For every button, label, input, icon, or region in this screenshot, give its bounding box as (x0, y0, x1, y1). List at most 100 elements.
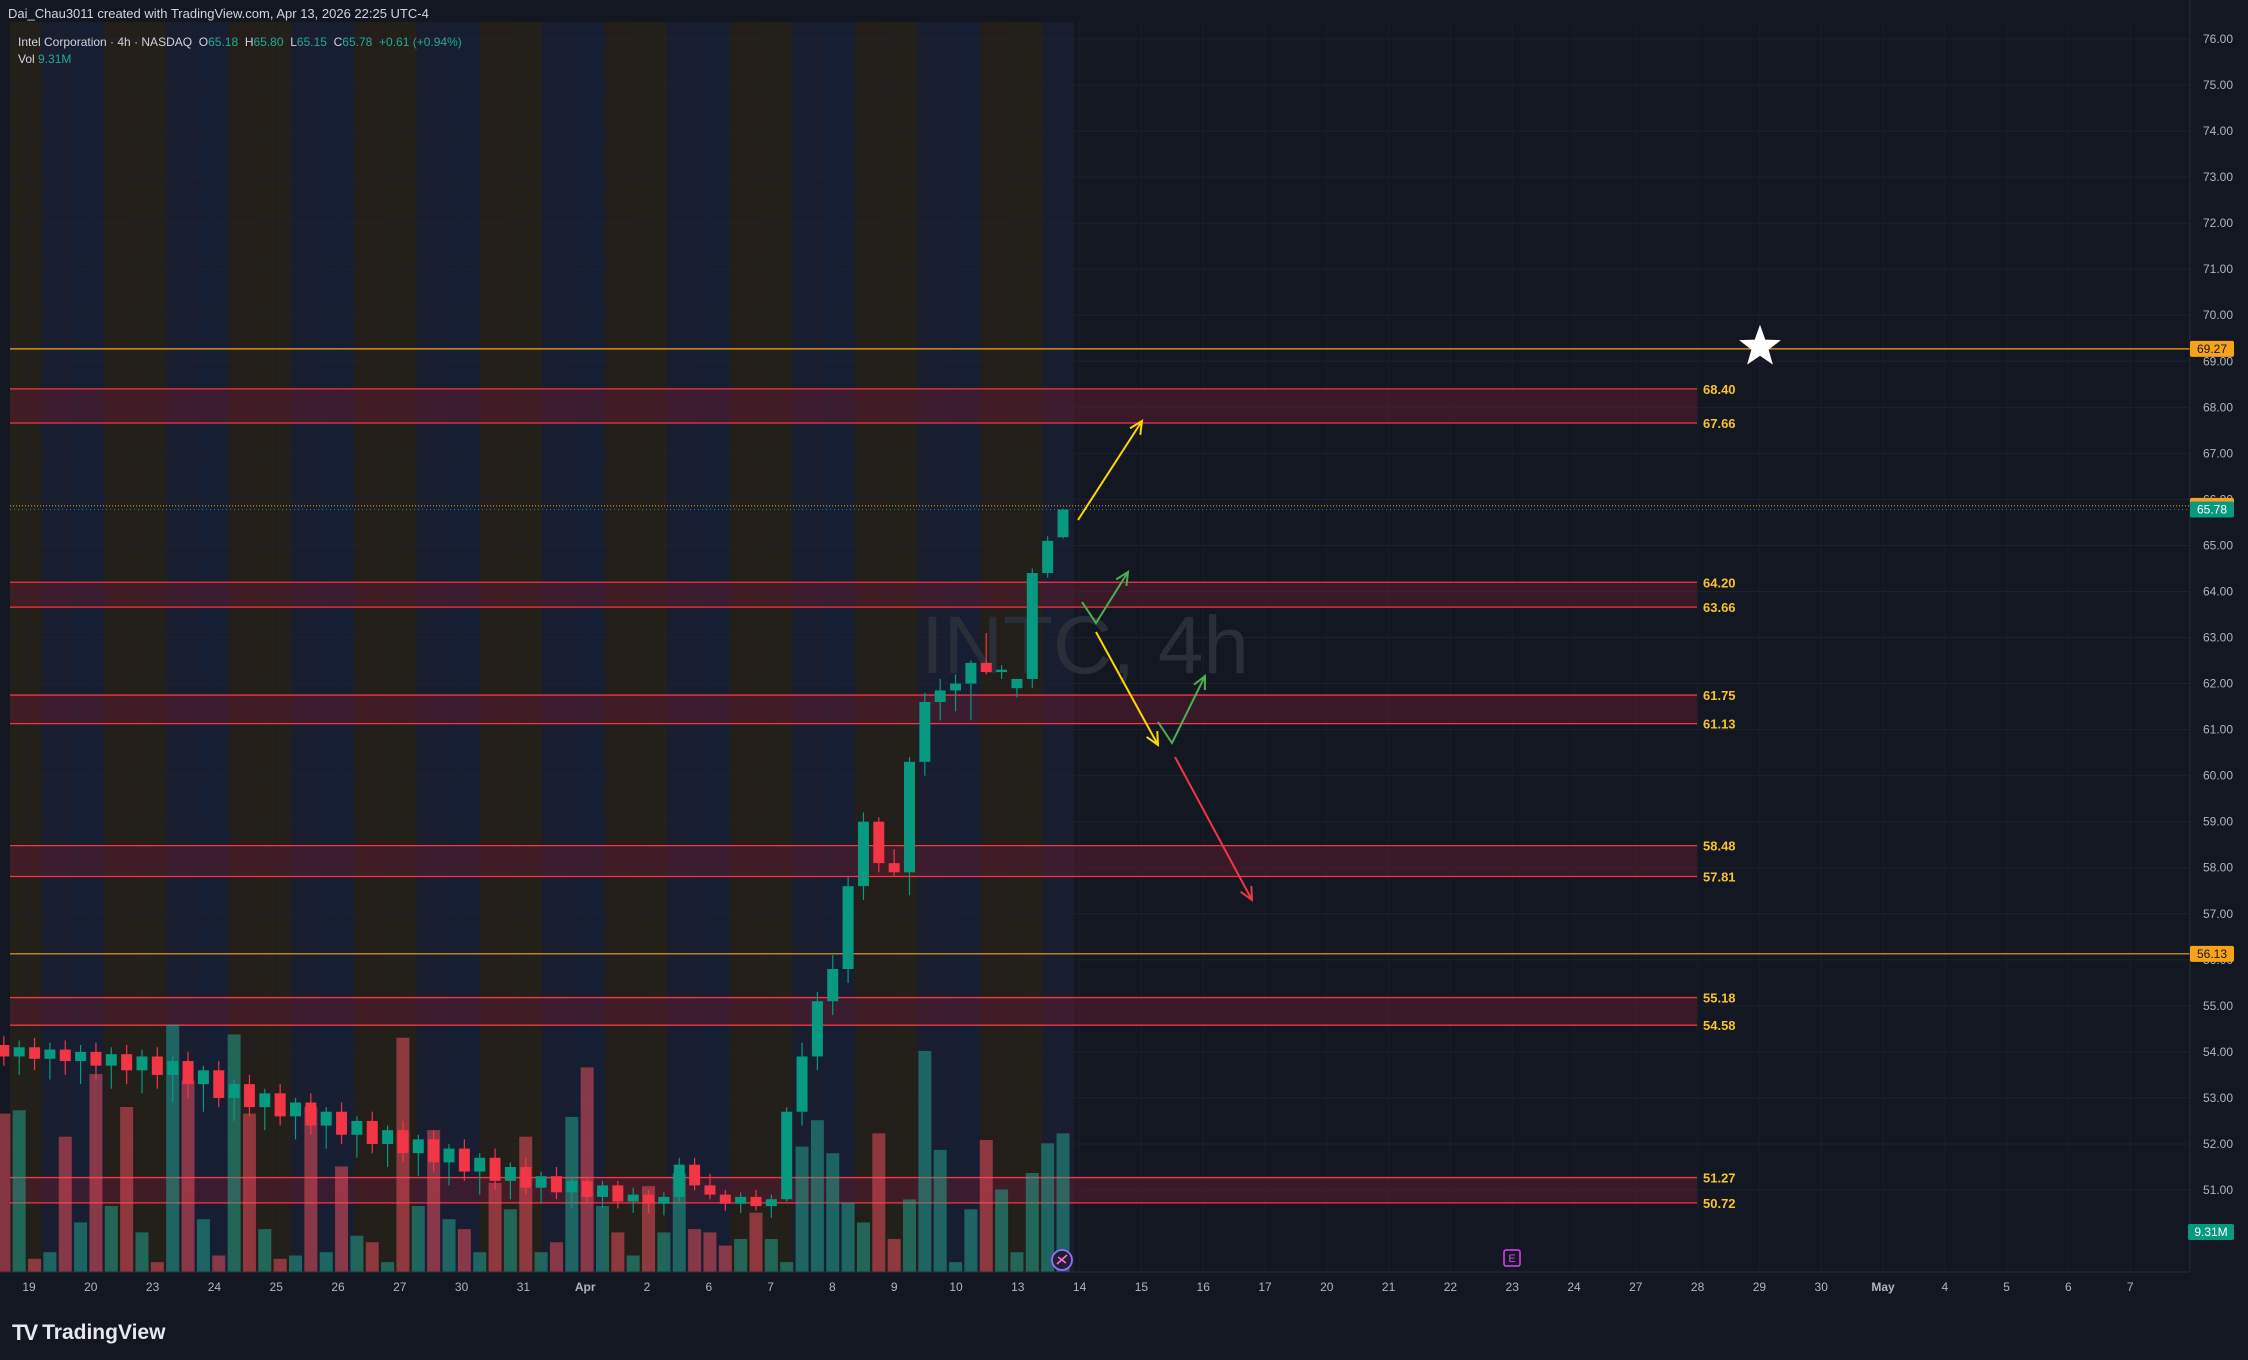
supply-demand-zones[interactable]: 68.40 67.66 64.20 63.66 61.75 61.13 58.48 57.81… (10, 348, 2190, 1211)
time-tick-label[interactable]: 7 (2127, 1280, 2134, 1294)
time-tick-label[interactable]: 30 (1815, 1280, 1829, 1294)
target-star-icon[interactable] (1739, 324, 1781, 365)
candle-body[interactable] (75, 1051, 87, 1062)
time-tick-label[interactable]: 5 (2003, 1280, 2010, 1294)
time-tick-label[interactable]: 28 (1691, 1280, 1705, 1294)
candle-body[interactable] (627, 1194, 639, 1202)
time-tick-label[interactable]: 27 (1629, 1280, 1643, 1294)
candle-body[interactable] (873, 821, 885, 864)
candle-body[interactable] (550, 1176, 562, 1193)
candle-body[interactable] (827, 969, 839, 1002)
candle-body[interactable] (934, 690, 946, 702)
candle-body[interactable] (689, 1164, 701, 1186)
zone-fill[interactable] (10, 997, 1697, 1026)
zone-fill[interactable] (10, 695, 1697, 724)
candle-body[interactable] (167, 1061, 179, 1075)
candle-body[interactable] (397, 1130, 409, 1154)
time-tick-label[interactable]: 8 (829, 1280, 836, 1294)
time-tick-label[interactable]: 29 (1753, 1280, 1767, 1294)
time-tick-label[interactable]: 2 (644, 1280, 651, 1294)
candle-body[interactable] (29, 1047, 41, 1059)
candle-body[interactable] (443, 1148, 455, 1163)
time-tick-label[interactable]: 24 (1567, 1280, 1581, 1294)
zone-fill[interactable] (10, 582, 1697, 608)
candle-body[interactable] (474, 1157, 486, 1172)
candle-body[interactable] (428, 1139, 440, 1163)
time-tick-label[interactable]: 20 (84, 1280, 98, 1294)
candle-body[interactable] (90, 1051, 102, 1066)
candle-body[interactable] (1011, 678, 1023, 689)
candle-body[interactable] (44, 1049, 56, 1059)
candle-body[interactable] (704, 1185, 716, 1195)
candle-body[interactable] (213, 1070, 225, 1098)
candle-body[interactable] (336, 1111, 348, 1135)
time-tick-label[interactable]: 21 (1382, 1280, 1396, 1294)
time-tick-label[interactable]: 4 (1941, 1280, 1948, 1294)
candle-body[interactable] (366, 1120, 378, 1144)
time-tick-label[interactable]: 17 (1258, 1280, 1272, 1294)
markers[interactable]: E (1051, 324, 1781, 1271)
candle-body[interactable] (197, 1070, 209, 1085)
time-tick-label[interactable]: Apr (575, 1280, 596, 1294)
time-tick-label[interactable]: 14 (1073, 1280, 1087, 1294)
candle-body[interactable] (182, 1061, 194, 1085)
candle-body[interactable] (320, 1111, 332, 1126)
candle-body[interactable] (888, 863, 900, 873)
candle-body[interactable] (243, 1084, 255, 1108)
candle-body[interactable] (274, 1093, 286, 1117)
candle-body[interactable] (796, 1056, 808, 1112)
zone-fill[interactable] (10, 1177, 1697, 1203)
candle-body[interactable] (1026, 573, 1038, 679)
time-tick-label[interactable]: 19 (22, 1280, 36, 1294)
scenario-arrow-green[interactable] (1081, 571, 1129, 625)
tradingview-brand[interactable]: TV TradingView (12, 1320, 165, 1346)
time-tick-label[interactable]: 30 (455, 1280, 469, 1294)
scenario-arrow-green[interactable] (1157, 675, 1206, 745)
candle-body[interactable] (658, 1196, 670, 1204)
candle-body[interactable] (0, 1044, 10, 1057)
candle-body[interactable] (1042, 540, 1054, 574)
price-axis[interactable]: 76.00 75.00 74.00 73.00 72.00 71.00 70.00 69.00… (2188, 0, 2234, 1272)
time-tick-label[interactable]: 23 (1506, 1280, 1520, 1294)
candle-body[interactable] (59, 1049, 71, 1062)
candle-body[interactable] (13, 1047, 25, 1057)
candle-body[interactable] (811, 1001, 823, 1057)
time-tick-label[interactable]: 9 (891, 1280, 898, 1294)
candle-body[interactable] (259, 1093, 271, 1108)
scenario-arrow-yellow[interactable] (1095, 631, 1159, 746)
candle-body[interactable] (996, 669, 1008, 673)
candle-body[interactable] (412, 1139, 424, 1154)
candle-body[interactable] (919, 701, 931, 762)
candle-body[interactable] (597, 1185, 608, 1197)
price-chart[interactable]: INTC, 4h 68.4067.6664.2063.6661.7561.135… (0, 0, 2248, 1302)
candle-body[interactable] (735, 1196, 747, 1204)
time-tick-label[interactable]: 16 (1197, 1280, 1211, 1294)
time-tick-label[interactable]: 23 (146, 1280, 160, 1294)
time-tick-label[interactable]: 15 (1135, 1280, 1149, 1294)
scenario-arrow-red[interactable] (1174, 756, 1253, 901)
candle-body[interactable] (566, 1180, 578, 1193)
candle-body[interactable] (105, 1054, 117, 1066)
candle-body[interactable] (504, 1166, 516, 1181)
candle-body[interactable] (290, 1102, 301, 1117)
candle-body[interactable] (765, 1199, 777, 1207)
candle-body[interactable] (305, 1102, 317, 1126)
candle-body[interactable] (904, 761, 915, 873)
zone-fill[interactable] (10, 845, 1697, 877)
candle-body[interactable] (535, 1176, 547, 1188)
candle-body[interactable] (151, 1056, 163, 1075)
time-tick-label[interactable]: 27 (393, 1280, 407, 1294)
time-tick-label[interactable]: 24 (208, 1280, 222, 1294)
candle-body[interactable] (857, 821, 869, 887)
time-tick-label[interactable]: 6 (2065, 1280, 2072, 1294)
time-tick-label[interactable]: 20 (1320, 1280, 1334, 1294)
candle-body[interactable] (673, 1164, 685, 1197)
time-tick-label[interactable]: 6 (705, 1280, 712, 1294)
candle-body[interactable] (950, 683, 962, 691)
zone-fill[interactable] (10, 388, 1697, 423)
time-tick-label[interactable]: 26 (331, 1280, 345, 1294)
candle-body[interactable] (458, 1148, 470, 1172)
candle-body[interactable] (351, 1120, 363, 1135)
time-tick-label[interactable]: 31 (517, 1280, 531, 1294)
candle-body[interactable] (136, 1056, 148, 1071)
